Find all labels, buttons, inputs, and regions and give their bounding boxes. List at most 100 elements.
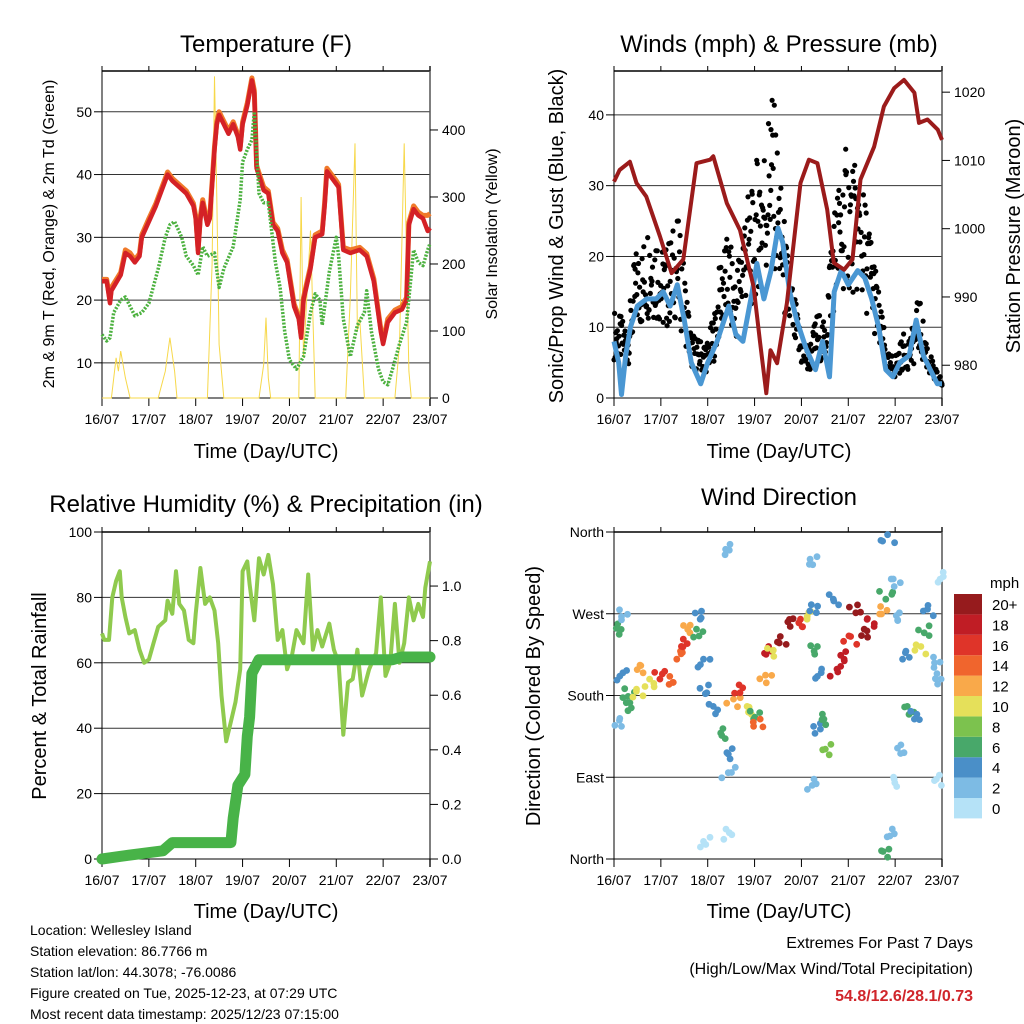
gust-point bbox=[635, 260, 642, 267]
direction-point bbox=[728, 831, 736, 839]
gust-point bbox=[864, 266, 870, 272]
gust-point bbox=[614, 328, 621, 334]
y2-tick-label: 1000 bbox=[954, 221, 985, 237]
gust-point bbox=[777, 206, 783, 213]
direction-point bbox=[818, 665, 825, 673]
gust-point bbox=[836, 187, 842, 193]
direction-point bbox=[882, 595, 890, 603]
direction-point bbox=[807, 601, 815, 609]
pressure-line bbox=[612, 77, 944, 396]
gust-point bbox=[612, 310, 618, 316]
gust-point bbox=[645, 315, 651, 321]
gust-point bbox=[764, 230, 771, 236]
x-tick-label: 19/07 bbox=[737, 872, 772, 888]
direction-point bbox=[827, 741, 835, 748]
direction-point bbox=[885, 845, 893, 853]
gust-point bbox=[825, 332, 831, 338]
direction-point bbox=[690, 633, 697, 641]
gust-point bbox=[887, 360, 894, 366]
humidity-y-label: Percent & Total Rainfall bbox=[29, 592, 51, 800]
gust-point bbox=[758, 245, 764, 251]
gust-point bbox=[841, 244, 847, 250]
y-tick-label: 10 bbox=[76, 355, 92, 371]
direction-point bbox=[817, 725, 824, 733]
y-tick-label: 20 bbox=[76, 786, 92, 802]
direction-point bbox=[639, 669, 647, 677]
y2-tick-label: 1020 bbox=[954, 84, 985, 100]
x-tick-label: 16/07 bbox=[596, 872, 631, 888]
gust-point bbox=[850, 178, 857, 184]
direction-point bbox=[686, 621, 694, 629]
gust-point bbox=[684, 299, 690, 305]
gust-point bbox=[754, 161, 760, 167]
x-tick-label: 23/07 bbox=[924, 872, 959, 888]
gust-point bbox=[777, 265, 783, 272]
direction-point bbox=[698, 607, 705, 615]
gust-point bbox=[668, 240, 674, 246]
direction-point bbox=[863, 616, 871, 623]
colorbar-swatch bbox=[954, 594, 982, 615]
temp-2m-line bbox=[102, 78, 432, 347]
gust-point bbox=[872, 330, 878, 337]
y-tick-label: West bbox=[572, 606, 604, 622]
gust-point bbox=[665, 283, 671, 289]
y-tick-label: 40 bbox=[588, 107, 604, 123]
gust-point bbox=[846, 185, 852, 191]
y-tick-label: 40 bbox=[76, 720, 92, 736]
direction-point bbox=[696, 684, 704, 692]
gust-point bbox=[732, 284, 738, 290]
direction-point bbox=[934, 578, 942, 586]
gust-point bbox=[769, 97, 775, 103]
direction-point bbox=[770, 653, 778, 660]
humidity-title: Relative Humidity (%) & Precipitation (i… bbox=[49, 491, 482, 518]
gust-point bbox=[778, 185, 784, 191]
direction-point bbox=[807, 642, 815, 650]
direction-point bbox=[641, 683, 649, 690]
direction-point bbox=[623, 667, 630, 674]
gust-point bbox=[682, 280, 688, 286]
direction-point bbox=[826, 672, 834, 680]
gust-point bbox=[812, 321, 818, 327]
gust-point bbox=[742, 225, 748, 231]
gust-point bbox=[733, 305, 739, 311]
gust-point bbox=[642, 292, 649, 298]
gust-point bbox=[622, 328, 628, 334]
direction-point bbox=[912, 641, 920, 649]
gust-point bbox=[740, 272, 746, 278]
y-tick-label: 20 bbox=[588, 248, 604, 264]
gust-point bbox=[770, 165, 776, 171]
direction-point bbox=[736, 689, 744, 697]
x-tick-label: 22/07 bbox=[878, 872, 913, 888]
colorbar-label: 12 bbox=[992, 679, 1009, 696]
direction-point bbox=[728, 769, 735, 776]
gust-point bbox=[930, 363, 936, 369]
direction-point bbox=[905, 654, 913, 661]
x-tick-label: 16/07 bbox=[84, 872, 119, 888]
gust-point bbox=[845, 254, 851, 260]
gust-point bbox=[766, 173, 772, 179]
direction-point bbox=[877, 537, 885, 544]
direction-point bbox=[933, 670, 941, 677]
x-tick-label: 22/07 bbox=[366, 872, 401, 888]
gust-point bbox=[901, 331, 907, 337]
direction-point bbox=[673, 655, 681, 663]
gust-point bbox=[664, 323, 670, 329]
gust-point bbox=[840, 192, 846, 198]
gust-point bbox=[712, 315, 718, 322]
direction-point bbox=[666, 673, 674, 680]
gust-point bbox=[747, 215, 753, 221]
x-tick-label: 21/07 bbox=[831, 411, 866, 427]
direction-point bbox=[699, 628, 707, 635]
gust-point bbox=[628, 307, 634, 313]
direction-point bbox=[651, 669, 659, 676]
y-tick-label: 100 bbox=[69, 524, 93, 540]
direction-point bbox=[619, 694, 627, 701]
direction-point bbox=[936, 658, 944, 666]
winds-x-label: Time (Day/UTC) bbox=[707, 441, 852, 463]
humidity-x-label: Time (Day/UTC) bbox=[194, 901, 339, 923]
axes: 10 20 30 40 50 16/07 17/07 18/07 19/07 20/07 21/07… bbox=[76, 66, 466, 427]
colorbar-label: 6 bbox=[992, 740, 1000, 757]
direction-point bbox=[622, 699, 630, 707]
x-tick-label: 18/07 bbox=[690, 872, 725, 888]
gust-point bbox=[858, 229, 864, 235]
